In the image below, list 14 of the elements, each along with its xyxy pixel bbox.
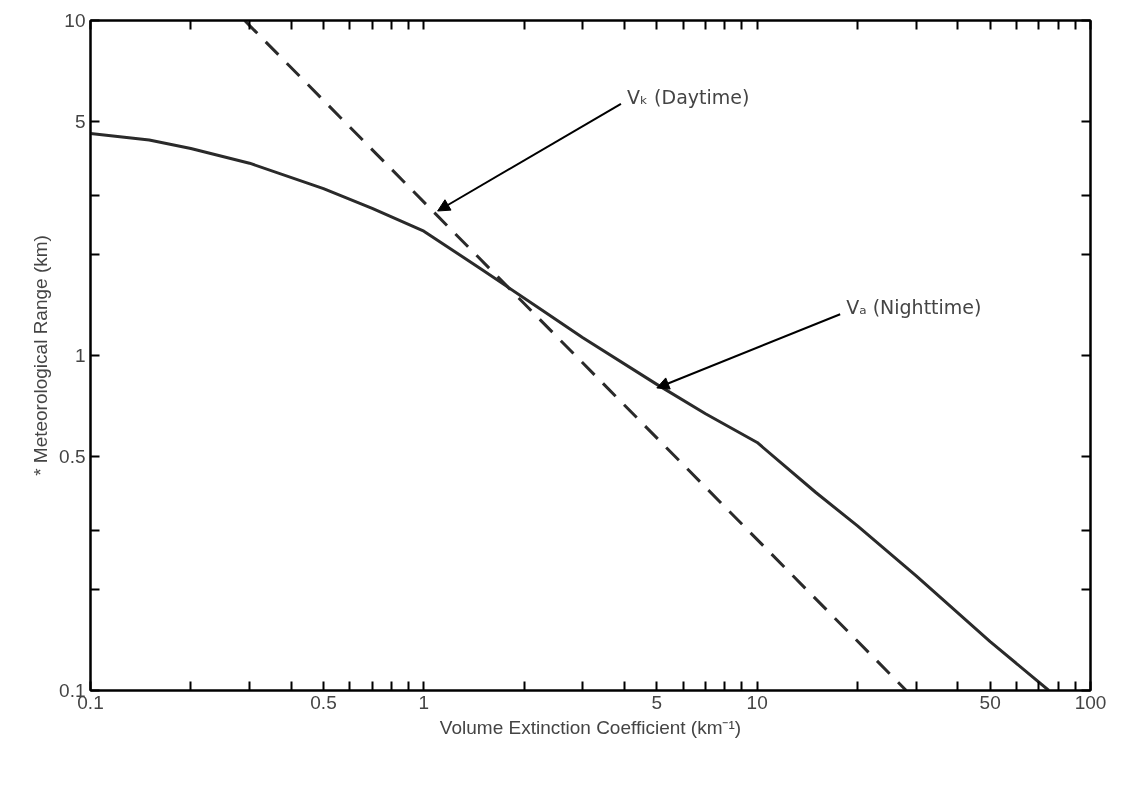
y-axis-title: * Meteorological Range (km) <box>30 235 52 476</box>
x-axis-title: Volume Extinction Coefficient (km⁻¹) <box>439 716 742 738</box>
x-tick-label: 10 <box>746 691 768 713</box>
y-tick-label: 5 <box>74 110 86 132</box>
x-tick-label: 1 <box>418 691 430 713</box>
x-tick-label: 50 <box>979 691 1001 713</box>
x-tick-label: 100 <box>1074 691 1107 713</box>
x-tick-label: 5 <box>651 691 663 713</box>
y-tick-label: 0.5 <box>59 445 86 467</box>
x-tick-label: 0.5 <box>310 691 337 713</box>
annotation: Vₖ (Daytime) <box>626 85 750 108</box>
annotation: Vₐ (Nighttime) <box>846 296 982 319</box>
y-tick-label: 10 <box>64 10 86 31</box>
y-tick-label: 1 <box>74 345 86 366</box>
